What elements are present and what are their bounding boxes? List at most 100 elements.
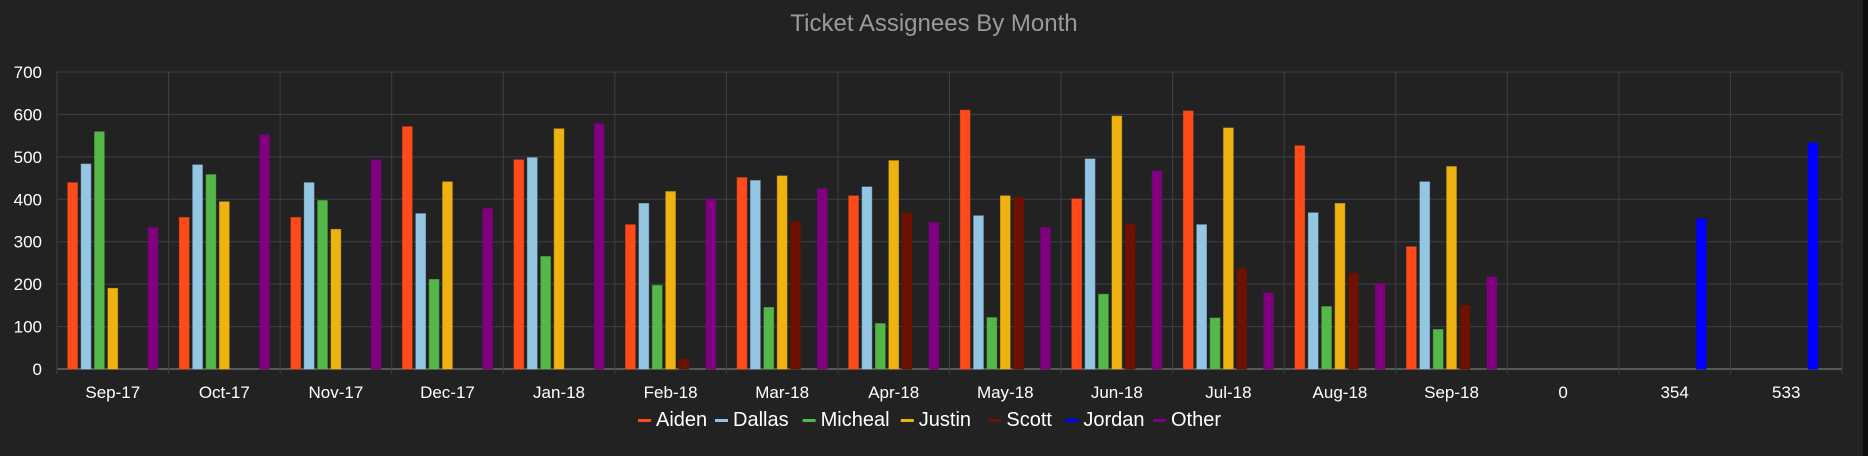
bar-other xyxy=(705,198,717,370)
legend-swatch xyxy=(715,419,728,422)
legend-item-jordan[interactable]: Jordan xyxy=(1065,409,1145,431)
legend-label: Aiden xyxy=(656,409,707,431)
bar-micheal xyxy=(651,284,663,370)
bar-dallas xyxy=(861,186,873,370)
x-tick-label: Sep-18 xyxy=(1424,383,1479,402)
bar-micheal xyxy=(1321,306,1332,370)
bar-dallas xyxy=(973,215,984,370)
bar-scott xyxy=(901,212,913,370)
x-tick-label: Oct-17 xyxy=(199,383,250,402)
x-tick-label: Jun-18 xyxy=(1091,383,1143,402)
bar-other xyxy=(1263,292,1274,370)
legend-item-other[interactable]: Other xyxy=(1153,409,1221,431)
bar-micheal xyxy=(94,131,105,370)
bar-justin xyxy=(999,195,1011,370)
window-edge xyxy=(1863,0,1868,456)
x-tick-label: Nov-17 xyxy=(309,383,364,402)
bar-other xyxy=(482,208,493,370)
bar-other xyxy=(593,123,605,370)
bar-justin xyxy=(776,175,788,370)
bar-micheal xyxy=(1209,317,1221,370)
x-tick-label: May-18 xyxy=(977,383,1034,402)
legend-swatch xyxy=(802,419,816,422)
legend-label: Scott xyxy=(1006,409,1052,431)
y-tick-label: 300 xyxy=(14,233,42,252)
bar-scott xyxy=(1459,304,1471,370)
x-tick-label: Apr-18 xyxy=(868,383,919,402)
x-tick-label: Jul-18 xyxy=(1205,383,1251,402)
legend-item-scott[interactable]: Scott xyxy=(988,409,1052,431)
bar-scott xyxy=(1124,223,1136,370)
bar-micheal xyxy=(986,317,998,370)
bar-justin xyxy=(665,191,676,370)
legend-item-micheal[interactable]: Micheal xyxy=(802,409,890,431)
bar-dallas xyxy=(192,164,203,370)
bar-other xyxy=(259,134,270,370)
bar-dallas xyxy=(526,157,538,370)
y-axis: 0 100 200 300 400 500 600 700 xyxy=(14,63,42,379)
legend-item-dallas[interactable]: Dallas xyxy=(715,409,789,431)
bar-dallas xyxy=(1419,181,1431,370)
bar-justin xyxy=(442,181,453,370)
bar-dallas xyxy=(80,163,92,370)
bar-jordan xyxy=(1807,142,1819,370)
bar-micheal xyxy=(205,174,217,370)
y-tick-label: 200 xyxy=(14,275,42,294)
bar-micheal xyxy=(317,200,328,370)
bar-scott xyxy=(790,221,801,370)
y-tick-label: 700 xyxy=(14,63,42,82)
legend-swatch xyxy=(1153,419,1166,422)
x-tick-label: Dec-17 xyxy=(420,383,475,402)
bar-aiden xyxy=(1294,145,1306,370)
bar-other xyxy=(1374,283,1386,370)
bar-dallas xyxy=(638,203,650,370)
bar-other xyxy=(1486,276,1498,370)
legend-label: Micheal xyxy=(821,409,890,431)
x-tick-label: Mar-18 xyxy=(755,383,809,402)
bar-dallas xyxy=(1307,212,1319,370)
bar-micheal xyxy=(1432,329,1444,370)
legend-swatch xyxy=(1065,419,1079,422)
grid xyxy=(56,71,1843,374)
bars xyxy=(67,109,1819,370)
x-tick-label: Aug-18 xyxy=(1313,383,1368,402)
legend-swatch xyxy=(988,419,1002,422)
bar-micheal xyxy=(428,278,440,370)
bar-other xyxy=(928,222,940,370)
bar-justin xyxy=(1446,166,1457,370)
y-tick-label: 400 xyxy=(14,190,42,209)
bar-aiden xyxy=(1071,198,1083,370)
bar-aiden xyxy=(67,182,78,370)
x-tick-label: Feb-18 xyxy=(644,383,698,402)
bar-micheal xyxy=(1098,293,1109,370)
legend-item-justin[interactable]: Justin xyxy=(900,409,971,431)
bar-justin xyxy=(1334,203,1346,370)
legend-item-aiden[interactable]: Aiden xyxy=(638,409,707,431)
bar-justin xyxy=(1223,127,1234,370)
y-tick-label: 600 xyxy=(14,105,42,124)
bar-micheal xyxy=(540,256,551,370)
bar-justin xyxy=(1111,115,1123,370)
bar-other xyxy=(147,227,159,370)
bar-dallas xyxy=(303,182,315,370)
legend-swatch xyxy=(638,419,651,422)
bar-dallas xyxy=(415,213,427,370)
bar-other xyxy=(816,188,828,370)
legend-label: Other xyxy=(1171,409,1221,431)
x-tick-label: 533 xyxy=(1772,383,1800,402)
bar-scott xyxy=(678,358,690,370)
bar-dallas xyxy=(1196,224,1207,370)
bar-aiden xyxy=(625,224,636,370)
y-tick-label: 0 xyxy=(33,360,42,379)
x-tick-label: Jan-18 xyxy=(533,383,585,402)
y-tick-label: 100 xyxy=(14,318,42,337)
legend: Aiden Dallas Micheal Justin Scott Jordan Other xyxy=(638,409,1221,431)
x-tick-label: 0 xyxy=(1558,383,1567,402)
bar-aiden xyxy=(736,177,748,370)
bar-aiden xyxy=(1182,110,1194,370)
bar-justin xyxy=(219,201,230,370)
legend-label: Dallas xyxy=(733,409,789,431)
bar-dallas xyxy=(750,180,761,370)
bar-aiden xyxy=(290,217,302,370)
